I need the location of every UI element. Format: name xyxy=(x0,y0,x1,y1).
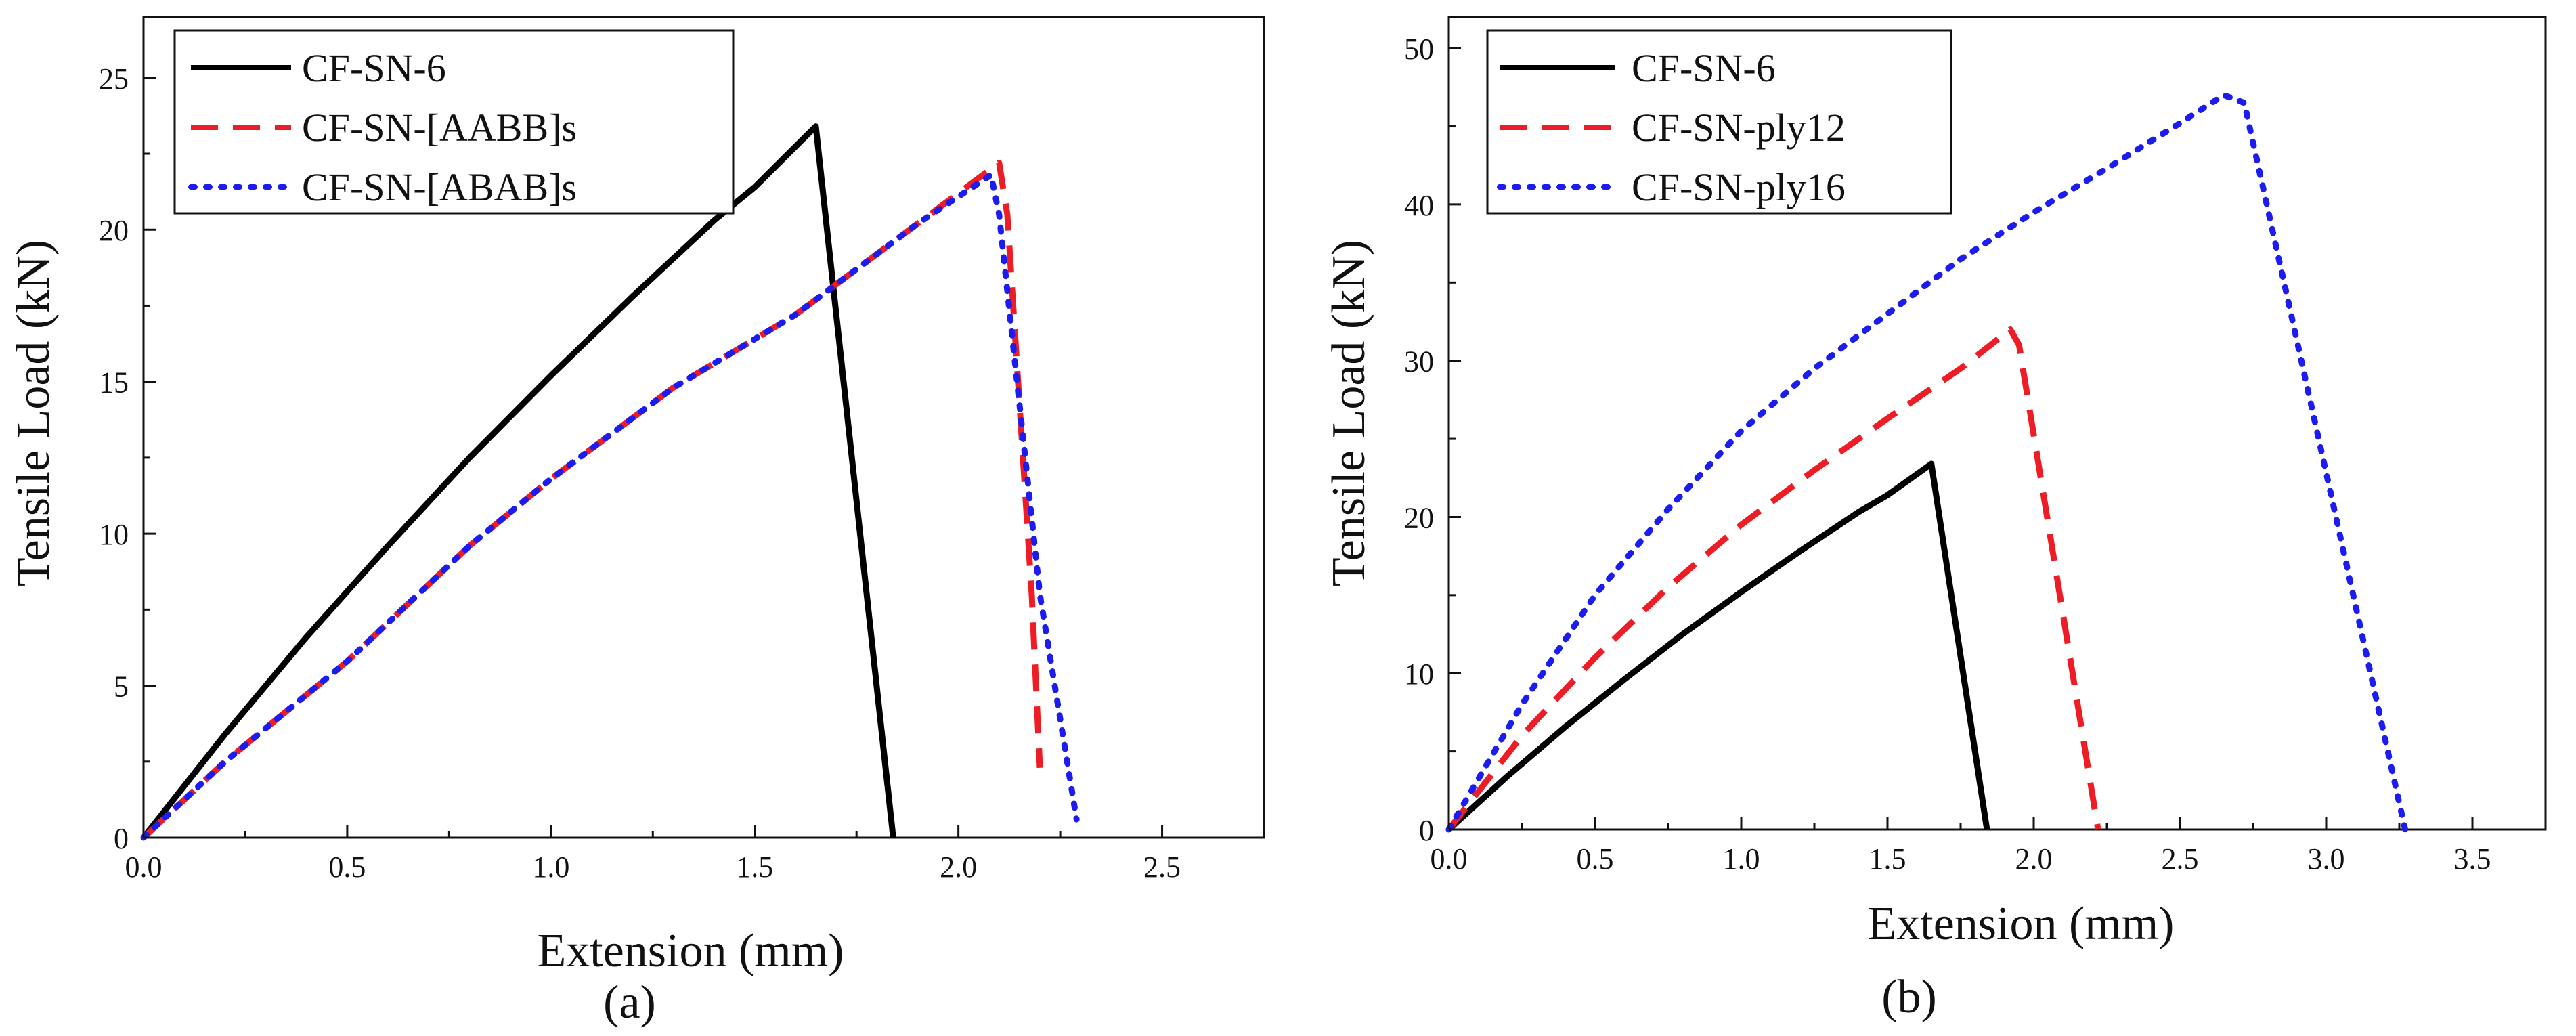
chart-b-ticks: 0.0 0.5 1.0 1.5 2.0 2.5 3.0 3.5 0 10 20 30 40 50 xyxy=(1404,33,2491,876)
chart-a-ytick-label: 0 xyxy=(114,822,129,855)
chart-a-ytick-label: 20 xyxy=(99,214,129,247)
chart-a-ytick-label: 10 xyxy=(99,518,129,551)
chart-b-plot-area xyxy=(1447,16,2547,831)
chart-a-ytick-label: 25 xyxy=(99,62,129,95)
chart-b-legend-label-2: CF-SN-ply16 xyxy=(1632,165,1846,209)
chart-a-legend-label-2: CF-SN-[ABAB]s xyxy=(302,165,577,209)
chart-a-subcaption: (a) xyxy=(603,976,656,1029)
chart-b-xtick-label: 2.0 xyxy=(2015,842,2053,876)
chart-b-ytick-label: 30 xyxy=(1404,345,1434,379)
chart-a-legend-label-0: CF-SN-6 xyxy=(302,46,446,90)
chart-b-legend-label-1: CF-SN-ply12 xyxy=(1632,106,1846,150)
chart-b-xtick-label: 3.5 xyxy=(2454,842,2491,876)
chart-b-series-2-line xyxy=(1445,91,2409,833)
chart-b-xtick-label: 1.5 xyxy=(1869,842,1906,876)
chart-a-xtick-label: 2.5 xyxy=(1143,850,1181,884)
chart-a-xlabel: Extension (mm) xyxy=(538,925,844,977)
chart-b-xlabel: Extension (mm) xyxy=(1868,898,2175,950)
chart-a-xtick-label: 2.0 xyxy=(940,850,977,884)
chart-a-series-2-line xyxy=(140,171,1080,841)
chart-a-ytick-label: 15 xyxy=(99,366,129,400)
chart-b-ytick-label: 50 xyxy=(1404,33,1434,66)
chart-a-ylabel: Tensile Load (kN) xyxy=(7,240,60,586)
chart-b-ytick-label: 40 xyxy=(1404,189,1434,222)
chart-a-xtick-label: 0.0 xyxy=(125,850,162,884)
chart-a-xtick-label: 1.0 xyxy=(532,850,569,884)
chart-b-legend-label-0: CF-SN-6 xyxy=(1632,46,1776,90)
chart-b-ytick-label: 10 xyxy=(1404,657,1434,691)
chart-b-xtick-label: 2.5 xyxy=(2162,842,2199,876)
chart-a-series xyxy=(140,123,1080,841)
chart-a: 0.0 0.5 1.0 1.5 2.0 2.5 0 5 10 15 20 25 Tensile Loa… xyxy=(7,16,1265,1029)
chart-b-xtick-label: 1.0 xyxy=(1723,842,1760,876)
chart-b-xtick-label: 3.0 xyxy=(2308,842,2345,876)
chart-a-legend: CF-SN-6 CF-SN-[AABB]s CF-SN-[ABAB]s xyxy=(173,29,735,215)
chart-a-legend-box xyxy=(173,29,735,215)
chart-b-subcaption: (b) xyxy=(1881,971,1937,1023)
chart-a-series-0-line xyxy=(141,123,896,840)
chart-b-frame xyxy=(1447,16,2547,831)
chart-b-legend: CF-SN-6 CF-SN-ply12 CF-SN-ply16 xyxy=(1486,29,1952,215)
chart-b-series xyxy=(1445,91,2409,833)
chart-b: 0.0 0.5 1.0 1.5 2.0 2.5 3.0 3.5 0 10 20 30 40 50 Tens… xyxy=(1323,16,2547,1023)
chart-b-xtick-label: 0.5 xyxy=(1577,842,1614,876)
chart-b-series-1-line xyxy=(1446,326,2101,832)
chart-a-plot-area xyxy=(142,16,1265,839)
chart-a-xtick-label: 0.5 xyxy=(328,850,366,884)
chart-a-legend-label-1: CF-SN-[AABB]s xyxy=(302,106,577,150)
chart-a-xtick-label: 1.5 xyxy=(736,850,773,884)
chart-b-xtick-label: 0.0 xyxy=(1431,842,1468,876)
chart-a-ytick-label: 5 xyxy=(114,670,129,704)
chart-b-ylabel: Tensile Load (kN) xyxy=(1323,240,1375,586)
chart-b-series-0-line xyxy=(1446,460,1990,832)
chart-a-series-1-line xyxy=(141,160,1043,840)
chart-b-ytick-label: 20 xyxy=(1404,501,1434,534)
chart-a-frame xyxy=(142,16,1265,839)
chart-b-legend-box xyxy=(1486,29,1952,215)
chart-b-ytick-label: 0 xyxy=(1419,814,1434,847)
chart-a-ticks: 0.0 0.5 1.0 1.5 2.0 2.5 0 5 10 15 20 25 xyxy=(99,62,1181,884)
